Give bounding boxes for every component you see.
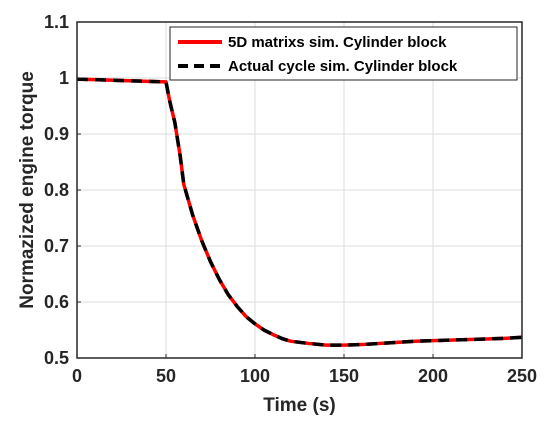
legend-label-5d-matrix: 5D matrixs sim. Cylinder block <box>228 34 447 51</box>
y-tick-label: 0.8 <box>44 180 69 200</box>
legend: 5D matrixs sim. Cylinder block Actual cy… <box>169 26 518 81</box>
legend-box <box>169 26 518 81</box>
y-tick-label: 0.7 <box>44 236 69 256</box>
y-tick-label: 1 <box>59 68 69 88</box>
x-axis-label: Time (s) <box>263 395 336 416</box>
y-axis-label: Normazized engine torque <box>17 71 38 309</box>
legend-label-actual-cycle: Actual cycle sim. Cylinder block <box>228 58 458 75</box>
series-line-actual-cycle <box>76 77 523 347</box>
x-tick-label: 100 <box>240 366 270 386</box>
y-tick-label: 1.1 <box>44 12 69 32</box>
x-tick-label: 150 <box>329 366 359 386</box>
x-tick-label: 50 <box>156 366 176 386</box>
x-tick-label: 250 <box>507 366 537 386</box>
x-tick-label: 0 <box>72 366 82 386</box>
y-tick-label: 0.9 <box>44 124 69 144</box>
axis-ticks: 0 50 100 150 200 250 0.5 0.6 0.7 0.8 0.9 1 1.1 <box>44 12 537 386</box>
x-tick-label: 200 <box>418 366 448 386</box>
y-tick-label: 0.6 <box>44 292 69 312</box>
y-tick-label: 0.5 <box>44 348 69 368</box>
series-group <box>76 77 523 347</box>
